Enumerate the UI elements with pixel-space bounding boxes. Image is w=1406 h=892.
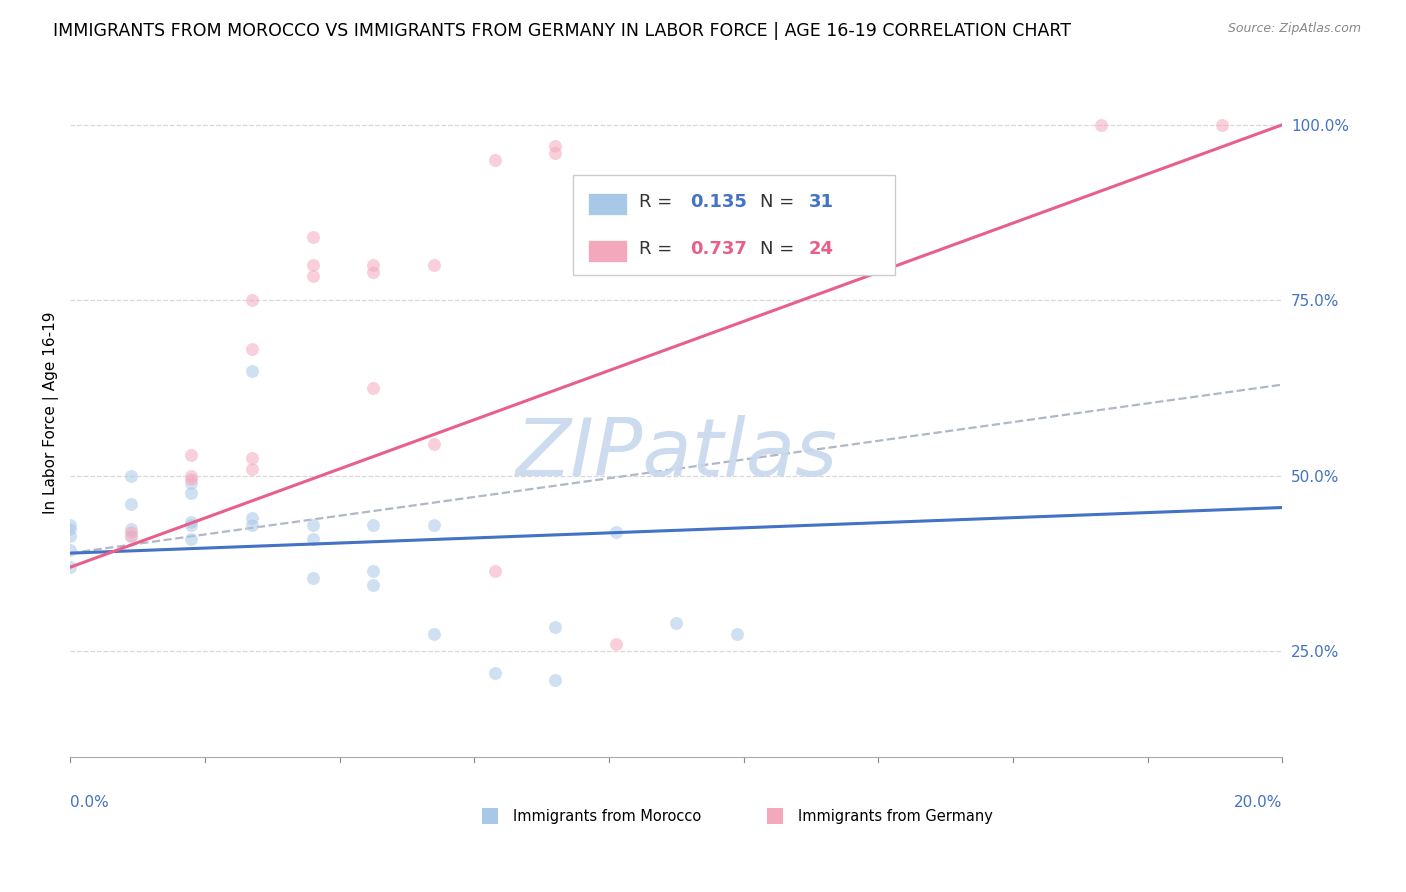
Point bbox=[423, 518, 446, 533]
Point bbox=[180, 448, 202, 462]
Point bbox=[120, 525, 142, 540]
Point bbox=[301, 230, 323, 244]
Point bbox=[301, 532, 323, 546]
Text: IMMIGRANTS FROM MOROCCO VS IMMIGRANTS FROM GERMANY IN LABOR FORCE | AGE 16-19 CO: IMMIGRANTS FROM MOROCCO VS IMMIGRANTS FR… bbox=[53, 22, 1071, 40]
Point bbox=[484, 564, 506, 578]
Point bbox=[363, 518, 385, 533]
FancyBboxPatch shape bbox=[574, 175, 894, 275]
Bar bbox=[768, 808, 783, 823]
Text: N =: N = bbox=[761, 240, 800, 258]
Text: Immigrants from Germany: Immigrants from Germany bbox=[797, 808, 993, 823]
Point bbox=[59, 522, 82, 536]
Point bbox=[240, 462, 263, 476]
Point bbox=[59, 518, 82, 533]
Text: 24: 24 bbox=[808, 240, 834, 258]
Point bbox=[484, 153, 506, 167]
Point bbox=[59, 560, 82, 574]
Text: 0.135: 0.135 bbox=[690, 193, 747, 211]
Point bbox=[180, 472, 202, 486]
Text: 20.0%: 20.0% bbox=[1234, 795, 1282, 810]
Point bbox=[59, 542, 82, 557]
Point bbox=[301, 268, 323, 283]
Text: Immigrants from Morocco: Immigrants from Morocco bbox=[513, 808, 702, 823]
Point bbox=[180, 532, 202, 546]
Point bbox=[240, 451, 263, 466]
Point bbox=[120, 528, 142, 542]
Point bbox=[423, 627, 446, 641]
Point bbox=[120, 528, 142, 542]
Point bbox=[301, 258, 323, 272]
Point bbox=[180, 515, 202, 529]
Bar bbox=[482, 808, 498, 823]
Y-axis label: In Labor Force | Age 16-19: In Labor Force | Age 16-19 bbox=[44, 311, 59, 514]
Point bbox=[363, 381, 385, 395]
Point bbox=[240, 363, 263, 377]
Point bbox=[363, 564, 385, 578]
Point bbox=[363, 258, 385, 272]
Point bbox=[180, 518, 202, 533]
Point bbox=[240, 518, 263, 533]
Point bbox=[484, 665, 506, 680]
Point bbox=[363, 578, 385, 592]
Point bbox=[301, 571, 323, 585]
Point bbox=[180, 475, 202, 490]
Point bbox=[725, 627, 748, 641]
Text: R =: R = bbox=[638, 240, 678, 258]
Point bbox=[120, 522, 142, 536]
Point bbox=[1211, 118, 1233, 132]
Text: 31: 31 bbox=[808, 193, 834, 211]
Point bbox=[1090, 118, 1112, 132]
Point bbox=[120, 469, 142, 483]
Text: 0.737: 0.737 bbox=[690, 240, 747, 258]
Text: 0.0%: 0.0% bbox=[70, 795, 110, 810]
Text: ZIPatlas: ZIPatlas bbox=[515, 415, 838, 493]
Point bbox=[605, 638, 627, 652]
Bar bbox=[588, 240, 627, 262]
Point bbox=[240, 343, 263, 357]
Point bbox=[240, 511, 263, 525]
Point bbox=[423, 437, 446, 451]
Point bbox=[180, 486, 202, 500]
Point bbox=[544, 673, 567, 687]
Point bbox=[544, 138, 567, 153]
Point bbox=[240, 293, 263, 308]
Point bbox=[544, 620, 567, 634]
Text: N =: N = bbox=[761, 193, 800, 211]
Point bbox=[59, 528, 82, 542]
Text: Source: ZipAtlas.com: Source: ZipAtlas.com bbox=[1227, 22, 1361, 36]
Point bbox=[605, 525, 627, 540]
Point bbox=[665, 616, 688, 631]
Point bbox=[544, 145, 567, 160]
Point bbox=[120, 497, 142, 511]
Bar bbox=[588, 193, 627, 215]
Point bbox=[423, 258, 446, 272]
Point bbox=[363, 265, 385, 279]
Point bbox=[180, 469, 202, 483]
Point bbox=[301, 518, 323, 533]
Text: R =: R = bbox=[638, 193, 678, 211]
